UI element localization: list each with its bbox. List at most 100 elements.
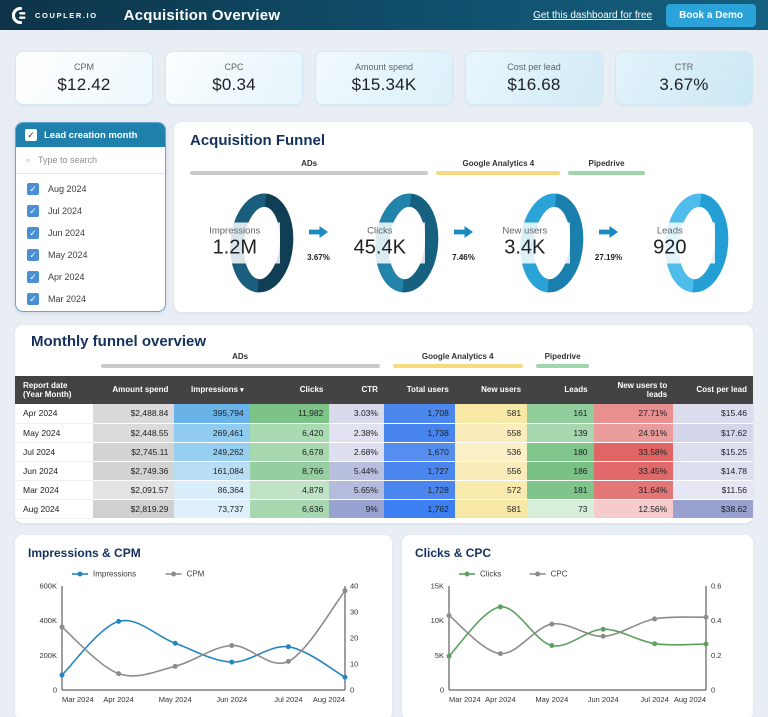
table-cell: 1,762 — [383, 499, 455, 519]
table-cell: 31.64% — [593, 480, 674, 500]
table-cell: $2,448.55 — [93, 423, 175, 443]
svg-text:200K: 200K — [39, 650, 57, 659]
source-group-bar — [536, 364, 590, 368]
option-label: Aug 2024 — [48, 184, 87, 194]
arrow-right-icon — [599, 225, 618, 238]
svg-text:40: 40 — [350, 581, 358, 590]
arrow-right-icon — [454, 225, 473, 238]
table-cell: 5.44% — [329, 461, 384, 481]
legend-entry: CPM — [187, 569, 205, 578]
clicks-cpc-chart-card: Clicks & CPC 0 5K 10K 15K 0 0.2 0.4 0.6 Mar 2024… — [402, 534, 753, 717]
filter-select-all-checkbox[interactable]: ✓ — [25, 129, 37, 141]
table-header-cell[interactable]: Report date (Year Month) — [15, 376, 94, 404]
table-cell: 536 — [454, 442, 528, 462]
filter-option[interactable]: ✓ Jul 2024 — [16, 200, 165, 222]
get-dashboard-link[interactable]: Get this dashboard for free — [533, 9, 653, 21]
book-demo-button[interactable]: Book a Demo — [666, 3, 756, 27]
kpi-label: CPM — [74, 61, 94, 72]
svg-text:0.2: 0.2 — [711, 650, 721, 659]
funnel-stages: Impressions 1.2M 3.67% Clicks 45.4K 7.46% New … — [190, 177, 737, 309]
kpi-value: $15.34K — [351, 74, 417, 94]
kpi-row: CPM $12.42 CPC $0.34 Amount spend $15.34K Cost… — [15, 51, 753, 105]
table-cell: 33.45% — [593, 461, 674, 481]
svg-text:0.4: 0.4 — [711, 616, 721, 625]
option-checkbox[interactable]: ✓ — [27, 271, 39, 283]
kpi-value: $12.42 — [57, 74, 111, 94]
table-header-cell[interactable]: New users to leads — [593, 376, 674, 404]
coupler-logo-icon — [12, 6, 26, 24]
option-checkbox[interactable]: ✓ — [27, 205, 39, 217]
table-header-cell[interactable]: Amount spend — [93, 376, 175, 404]
option-label: Jul 2024 — [48, 206, 83, 216]
svg-text:0: 0 — [53, 685, 57, 694]
brand-name: COUPLER.IO — [35, 10, 98, 20]
filter-search-row — [16, 147, 165, 174]
filter-option[interactable]: ✓ Aug 2024 — [16, 178, 165, 200]
table-cell: 2.68% — [329, 442, 384, 462]
svg-text:0: 0 — [440, 685, 444, 694]
svg-text:Jul 2024: Jul 2024 — [640, 695, 668, 704]
monthly-funnel-table-panel: Monthly funnel overview ADs Google Analyt… — [15, 325, 753, 523]
transition-rate: 7.46% — [452, 252, 475, 262]
table-cell: 581 — [454, 499, 528, 519]
table-header-cell[interactable]: New users — [454, 376, 528, 404]
table-header-cell[interactable]: Impressions ▾ — [174, 376, 250, 404]
filter-options-list: ✓ Aug 2024 ✓ Jul 2024 ✓ Jun 2024 ✓ May 2024 ✓ Apr… — [16, 174, 165, 311]
table-cell: 572 — [454, 480, 528, 500]
table-cell: 1,670 — [383, 442, 455, 462]
table-header-cell[interactable]: CTR — [329, 376, 384, 404]
table-cell: 73,737 — [174, 499, 250, 519]
table-cell: 181 — [527, 480, 594, 500]
funnel-stage: Leads 920 — [625, 177, 737, 309]
funnel-transition: 27.19% — [592, 225, 625, 262]
svg-text:0: 0 — [350, 685, 354, 694]
option-checkbox[interactable]: ✓ — [27, 227, 39, 239]
funnel-transition: 7.46% — [447, 225, 480, 262]
search-input[interactable] — [38, 155, 155, 165]
table-cell: 1,708 — [383, 404, 455, 424]
table-cell: Jul 2024 — [15, 442, 94, 462]
source-group: ADs — [190, 159, 429, 175]
svg-text:Jun 2024: Jun 2024 — [216, 695, 247, 704]
option-checkbox[interactable]: ✓ — [27, 293, 39, 305]
stage-value: 920 — [653, 236, 687, 259]
source-group: Google Analytics 4 — [392, 352, 523, 368]
table-cell: 11,982 — [249, 404, 330, 424]
source-group: Google Analytics 4 — [436, 159, 561, 175]
filter-option[interactable]: ✓ Jun 2024 — [16, 222, 165, 244]
clicks-cpc-chart: 0 5K 10K 15K 0 0.2 0.4 0.6 Mar 2024 Apr 2024 May 2… — [431, 569, 722, 704]
svg-text:Jun 2024: Jun 2024 — [588, 695, 619, 704]
filter-header[interactable]: ✓ Lead creation month — [16, 123, 165, 147]
table-header-cell[interactable]: Total users — [383, 376, 455, 404]
table-row: Aug 2024 $2,819.29 73,737 6,636 9% 1,762 581 73… — [15, 499, 753, 519]
filter-option[interactable]: ✓ Apr 2024 — [16, 266, 165, 288]
table-header-cell[interactable]: Cost per lead — [673, 376, 753, 404]
table-header-cell[interactable]: Leads — [527, 376, 594, 404]
svg-text:0.6: 0.6 — [711, 581, 721, 590]
stage-value: 1.2M — [212, 236, 258, 259]
option-checkbox[interactable]: ✓ — [27, 183, 39, 195]
kpi-card: CTR 3.67% — [615, 51, 753, 105]
option-checkbox[interactable]: ✓ — [27, 249, 39, 261]
table-cell: Apr 2024 — [15, 404, 94, 424]
legend-entry: CPC — [551, 569, 568, 578]
table-cell: $14.78 — [673, 461, 753, 481]
table-cell: 6,678 — [249, 442, 330, 462]
table-cell: 5.65% — [329, 480, 384, 500]
svg-text:Apr 2024: Apr 2024 — [485, 695, 515, 704]
filters-and-funnel-row: ✓ Lead creation month ✓ Aug 2024 ✓ Jul 2024… — [15, 122, 753, 312]
option-label: May 2024 — [48, 250, 88, 260]
kpi-card: CPM $12.42 — [15, 51, 153, 105]
table-header-cell[interactable]: Clicks — [249, 376, 330, 404]
filter-option[interactable]: ✓ Mar 2024 — [16, 288, 165, 310]
source-group-label: Google Analytics 4 — [421, 352, 494, 361]
stage-value: 45.4K — [353, 236, 406, 259]
filter-option[interactable]: ✓ May 2024 — [16, 244, 165, 266]
funnel-stage: Impressions 1.2M — [190, 177, 302, 309]
page-title: Acquisition Overview — [123, 6, 281, 24]
table-row: Jul 2024 $2,745.11 249,262 6,678 2.68% 1,670 5… — [15, 442, 753, 462]
source-group-label: Google Analytics 4 — [462, 159, 535, 168]
charts-row: Impressions & CPM 0 200K 400K 600K 0 10 20 30 40… — [15, 534, 753, 717]
svg-text:400K: 400K — [39, 616, 57, 625]
chart-title: Impressions & CPM — [28, 545, 141, 560]
